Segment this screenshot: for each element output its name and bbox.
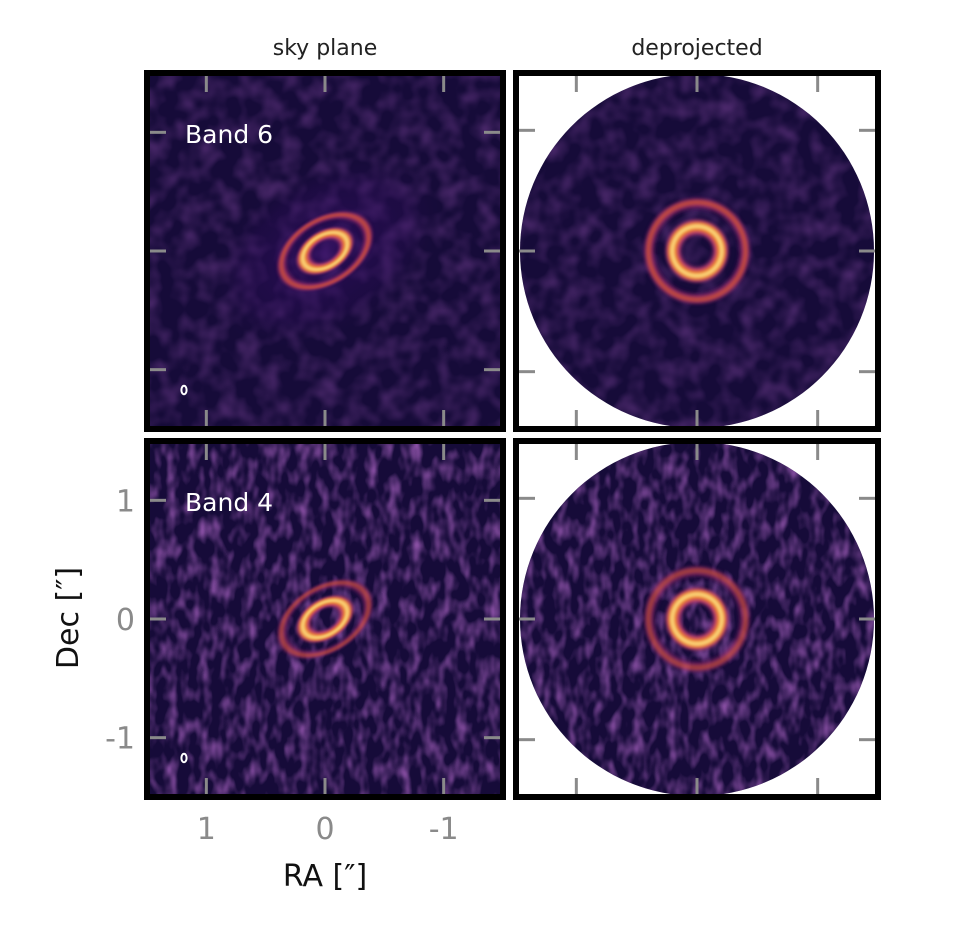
panel-frame	[513, 70, 881, 432]
inner-ring	[295, 226, 355, 276]
y-axis-label: Dec [″]	[51, 567, 86, 669]
panel-band-4-sky-plane: Band 4	[144, 438, 506, 800]
panel-image	[147, 73, 503, 429]
column-title-sky-plane: sky plane	[273, 36, 377, 61]
inner-ring	[664, 586, 730, 652]
tick-labels: 1 0 -1 1 0 -1	[105, 484, 459, 847]
panel-ticks	[150, 76, 500, 426]
panel-ticks	[150, 444, 500, 794]
panels: Band 6 Band 4	[144, 70, 881, 800]
column-title-deprojected: deprojected	[631, 36, 762, 61]
band-label: Band 4	[185, 488, 273, 517]
inner-ring	[664, 218, 730, 284]
panel-band-4-deprojected	[513, 438, 881, 800]
panel-frame	[144, 438, 506, 800]
x-tick-label: 0	[315, 812, 334, 847]
panel-frame	[144, 70, 506, 432]
panel-ticks	[519, 76, 875, 426]
y-tick-label: 1	[116, 484, 135, 519]
panel-ticks	[519, 444, 875, 794]
y-tick-label: -1	[105, 722, 135, 757]
panel-band-6-sky-plane: Band 6	[144, 70, 506, 432]
beam-ellipse	[180, 384, 188, 396]
panel-image	[147, 441, 503, 797]
panel-image	[520, 442, 874, 796]
panel-image	[520, 74, 874, 428]
rings	[276, 578, 374, 660]
panel-frame	[513, 438, 881, 800]
beam-ellipse	[180, 752, 188, 764]
rings	[642, 196, 752, 306]
y-tick-label: 0	[116, 603, 135, 638]
panel-band-6-deprojected	[513, 70, 881, 432]
rings	[205, 151, 445, 351]
band-label: Band 6	[185, 120, 273, 149]
rings	[642, 564, 752, 674]
inner-ring	[295, 594, 355, 644]
x-tick-label: 1	[197, 812, 216, 847]
x-tick-label: -1	[429, 812, 459, 847]
x-axis-label: RA [″]	[283, 859, 367, 894]
